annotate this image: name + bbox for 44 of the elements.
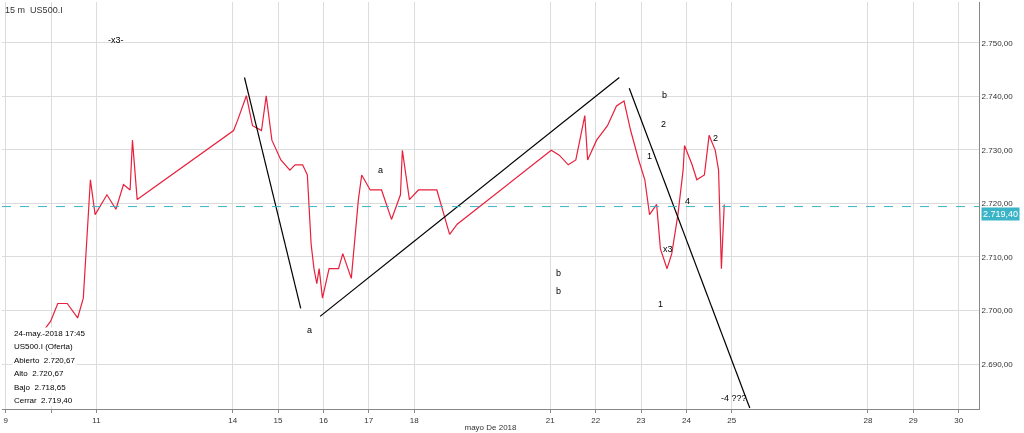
annotation: 2 bbox=[713, 133, 719, 143]
annotation: Alto 2.720,67 bbox=[14, 369, 64, 378]
y-tick-label: 2.730,00 bbox=[981, 145, 1014, 155]
annotation: 1 bbox=[647, 151, 653, 161]
annotation: b bbox=[662, 90, 668, 100]
x-tick-label: 16 bbox=[318, 415, 329, 425]
x-tick-label: 17 bbox=[364, 415, 374, 425]
annotation: Abierto 2.720,67 bbox=[14, 356, 76, 365]
y-tick-label: 2.690,00 bbox=[981, 359, 1014, 369]
annotation: 1 bbox=[658, 299, 664, 309]
x-tick-label: 14 bbox=[228, 415, 238, 425]
chart-title: 15 m US500.I bbox=[5, 4, 63, 15]
x-tick-label: 30 bbox=[954, 415, 964, 425]
x-tick-label: 25 bbox=[727, 415, 737, 425]
ref-line-label: 2.719,40 bbox=[983, 209, 1019, 219]
annotation: 2 bbox=[661, 119, 667, 129]
x-tick-label: 29 bbox=[908, 415, 919, 425]
x-tick-label: 22 bbox=[591, 415, 601, 425]
x-axis-title: mayo De 2018 bbox=[464, 422, 518, 432]
x-tick-label: 28 bbox=[863, 415, 873, 425]
annotation: 4 bbox=[685, 196, 691, 206]
annotation: a bbox=[378, 165, 384, 175]
x-tick-label: 21 bbox=[545, 415, 556, 425]
annotation: -x3- bbox=[108, 35, 124, 45]
x-tick-label: 11 bbox=[92, 415, 102, 425]
annotation: x3 bbox=[663, 244, 673, 254]
x-tick-label: 15 bbox=[273, 415, 284, 425]
annotation: b bbox=[556, 286, 562, 296]
x-tick-label: 24 bbox=[681, 415, 692, 425]
y-tick-label: 2.740,00 bbox=[981, 92, 1014, 102]
x-tick-label: 23 bbox=[636, 415, 647, 425]
y-tick-label: 2.720,00 bbox=[981, 199, 1014, 209]
y-tick-label: 2.750,00 bbox=[981, 38, 1014, 48]
y-tick-label: 2.710,00 bbox=[981, 252, 1014, 262]
annotation: Cerrar 2.719,40 bbox=[14, 396, 73, 405]
annotation: US500.I (Oferta) bbox=[14, 342, 74, 351]
y-tick-label: 2.700,00 bbox=[981, 306, 1014, 316]
annotation: 24-may.-2018 17:45 bbox=[14, 329, 86, 338]
annotation: Bajo 2.718,65 bbox=[14, 383, 67, 392]
annotation: b bbox=[556, 268, 562, 278]
annotation: -4 ??? bbox=[721, 393, 747, 403]
x-tick-label: 18 bbox=[409, 415, 420, 425]
x-tick-label: 9 bbox=[3, 415, 9, 425]
annotation: a bbox=[307, 325, 313, 335]
